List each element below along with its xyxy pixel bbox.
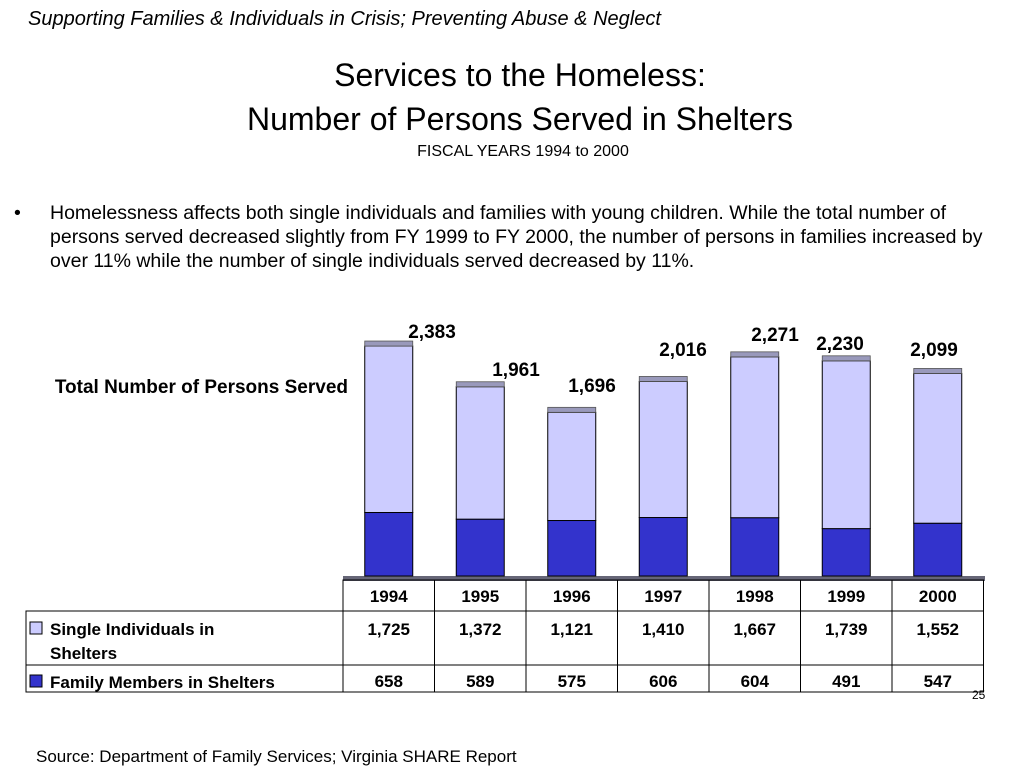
- table-cell-single-1994: 1,725: [367, 620, 410, 639]
- y-axis-label: Total Number of Persons Served: [54, 377, 348, 398]
- table-cell-single-1998: 1,667: [733, 620, 776, 639]
- bar-single-1998: [730, 356, 780, 519]
- table-cell-family-2000: 547: [924, 672, 952, 691]
- table-cell-single-1997: 1,410: [642, 620, 685, 639]
- table-cell-family-1997: 606: [649, 672, 677, 691]
- table-header-1995: 1995: [461, 587, 499, 606]
- bar-family-1998: [730, 517, 780, 577]
- chart-floor: [343, 576, 985, 581]
- bar-family-2000: [913, 522, 963, 577]
- bar-cap-1995: [455, 381, 505, 388]
- table-header-1996: 1996: [553, 587, 591, 606]
- chart-title-line2: Number of Persons Served in Shelters: [246, 101, 794, 137]
- header-caption: Supporting Families & Individuals in Cri…: [28, 8, 661, 30]
- bar-cap-1999: [821, 355, 871, 362]
- chart-title-line1: Services to the Homeless:: [334, 57, 706, 93]
- total-label-2000: 2,099: [910, 340, 958, 361]
- total-label-1994: 2,383: [408, 322, 456, 343]
- page-number: 25: [972, 688, 986, 702]
- table-cell-single-1995: 1,372: [459, 620, 502, 639]
- table-cell-family-1998: 604: [741, 672, 770, 691]
- legend-label-single-line2: Shelters: [50, 644, 117, 663]
- bar-single-2000: [913, 372, 963, 524]
- bar-cap-1996: [547, 406, 597, 413]
- source-note: Source: Department of Family Services; V…: [36, 747, 517, 766]
- chart-subtitle: FISCAL YEARS 1994 to 2000: [417, 143, 629, 160]
- bar-family-1999: [821, 528, 871, 577]
- bullet-symbol: •: [14, 202, 21, 224]
- legend-swatch-family: [29, 674, 43, 688]
- table-cell-family-1995: 589: [466, 672, 494, 691]
- bar-family-1994: [364, 512, 414, 577]
- total-label-1999: 2,230: [816, 334, 864, 355]
- bar-single-1996: [547, 411, 597, 522]
- bar-family-1996: [547, 520, 597, 577]
- table-header-1997: 1997: [644, 587, 682, 606]
- table-header-2000: 2000: [919, 587, 957, 606]
- table-cell-single-1996: 1,121: [550, 620, 593, 639]
- table-cell-single-1999: 1,739: [825, 620, 868, 639]
- bar-cap-1994: [364, 340, 414, 347]
- bar-single-1994: [364, 345, 414, 514]
- legend-label-family: Family Members in Shelters: [50, 673, 275, 692]
- table-header-1994: 1994: [370, 587, 408, 606]
- legend-swatch-single: [29, 621, 43, 635]
- total-label-1995: 1,961: [492, 360, 540, 381]
- bar-cap-1997: [638, 376, 688, 382]
- table-header-1998: 1998: [736, 587, 774, 606]
- bar-single-1997: [638, 380, 688, 519]
- bullet-text: Homelessness affects both single individ…: [50, 202, 983, 272]
- bar-single-1995: [455, 386, 505, 520]
- table-cell-family-1999: 491: [832, 672, 860, 691]
- bar-family-1995: [455, 518, 505, 577]
- table-cell-single-2000: 1,552: [916, 620, 959, 639]
- total-label-1997: 2,016: [659, 340, 707, 361]
- total-label-1998: 2,271: [751, 325, 799, 346]
- legend-label-single-line1: Single Individuals in: [50, 620, 214, 639]
- total-label-1996: 1,696: [568, 376, 616, 397]
- table-cell-family-1996: 575: [558, 672, 586, 691]
- table-cell-family-1994: 658: [375, 672, 403, 691]
- table-header-1999: 1999: [827, 587, 865, 606]
- bar-family-1997: [638, 517, 688, 577]
- bar-single-1999: [821, 360, 871, 530]
- bar-cap-2000: [913, 368, 963, 374]
- bar-cap-1998: [730, 351, 780, 358]
